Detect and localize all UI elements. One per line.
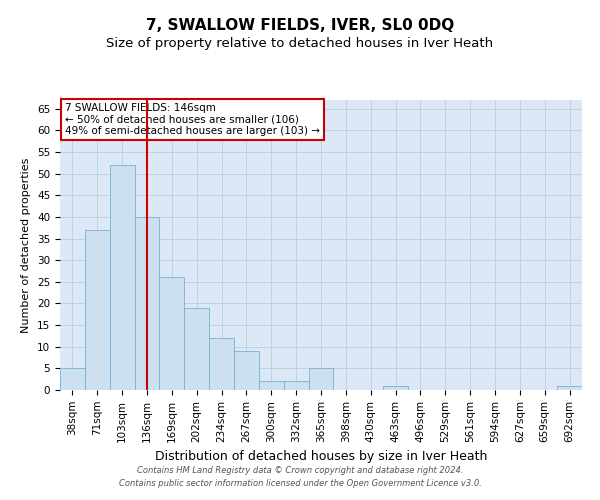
Text: Contains HM Land Registry data © Crown copyright and database right 2024.
Contai: Contains HM Land Registry data © Crown c… (119, 466, 481, 487)
Bar (209, 338, 234, 390)
Bar (308, 368, 334, 390)
Bar (110, 165, 134, 390)
Bar (134, 217, 160, 390)
Bar (259, 382, 284, 390)
Bar (60, 368, 85, 390)
Bar (160, 278, 184, 390)
Bar (184, 308, 209, 390)
Text: Size of property relative to detached houses in Iver Heath: Size of property relative to detached ho… (106, 38, 494, 51)
Y-axis label: Number of detached properties: Number of detached properties (22, 158, 31, 332)
X-axis label: Distribution of detached houses by size in Iver Heath: Distribution of detached houses by size … (155, 450, 487, 463)
Bar (383, 386, 408, 390)
Bar (85, 230, 110, 390)
Text: 7 SWALLOW FIELDS: 146sqm
← 50% of detached houses are smaller (106)
49% of semi-: 7 SWALLOW FIELDS: 146sqm ← 50% of detach… (65, 103, 320, 136)
Bar (284, 382, 308, 390)
Bar (557, 386, 582, 390)
Text: 7, SWALLOW FIELDS, IVER, SL0 0DQ: 7, SWALLOW FIELDS, IVER, SL0 0DQ (146, 18, 454, 32)
Bar (234, 351, 259, 390)
